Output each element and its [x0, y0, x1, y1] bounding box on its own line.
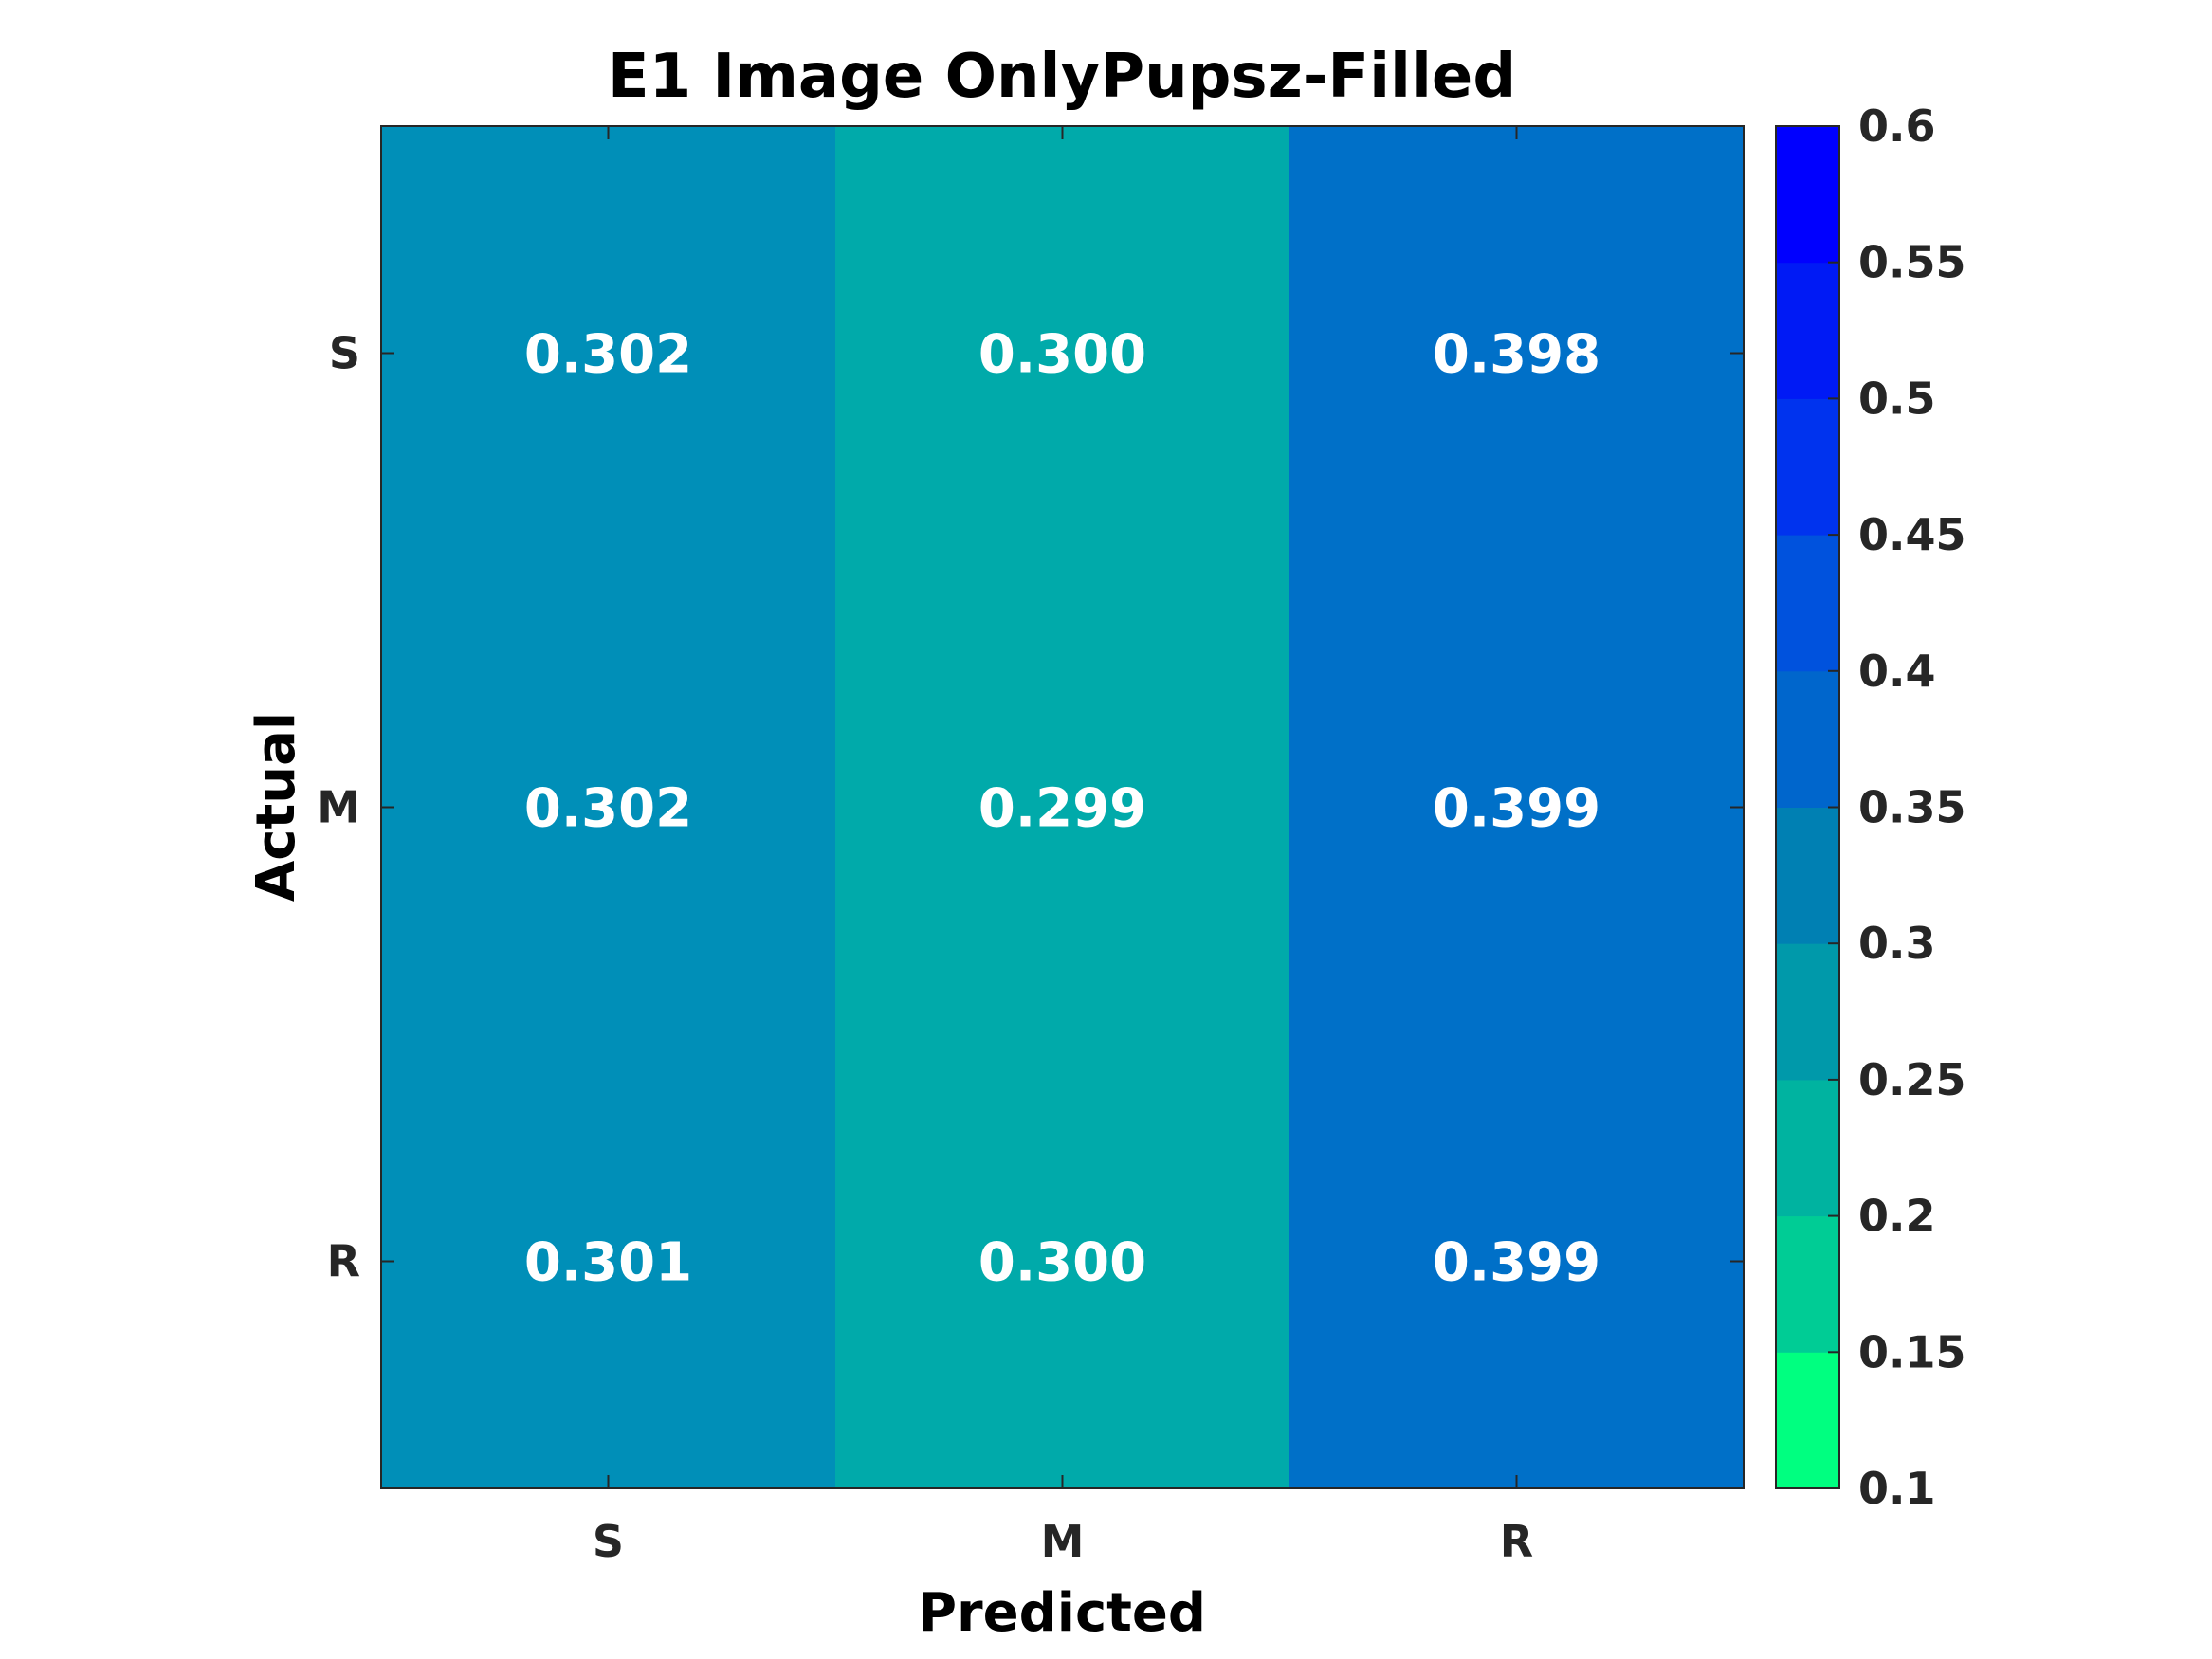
- heatmap-cell-s-m: [835, 126, 1290, 581]
- colorbar-tick-label: 0.6: [1858, 100, 1936, 152]
- x-tick-label: R: [1500, 1516, 1533, 1567]
- colorbar-segment: [1776, 535, 1839, 672]
- colorbar: [1776, 125, 1839, 1489]
- heatmap-cells: [381, 126, 1745, 1489]
- heatmap-cell-r-m: [835, 1034, 1290, 1489]
- heatmap-cell-m-m: [835, 580, 1290, 1035]
- heatmap-cell-s-s: [381, 126, 836, 581]
- cell-value-label: 0.302: [524, 778, 692, 840]
- colorbar-tick-label: 0.5: [1858, 373, 1936, 424]
- colorbar-tick-label: 0.15: [1858, 1326, 1966, 1377]
- colorbar-tick-label: 0.1: [1858, 1463, 1936, 1514]
- cell-value-label: 0.399: [1433, 778, 1600, 840]
- heatmap-cell-m-s: [381, 580, 836, 1035]
- colorbar-segment: [1776, 807, 1839, 944]
- colorbar-segment: [1776, 670, 1839, 808]
- colorbar-segment: [1776, 1352, 1839, 1489]
- heatmap-cell-r-s: [381, 1034, 836, 1489]
- heatmap-cell-m-r: [1289, 580, 1745, 1035]
- colorbar-tick-label: 0.45: [1858, 509, 1966, 560]
- y-tick-label: S: [329, 328, 360, 379]
- colorbar-tick-label: 0.2: [1858, 1191, 1936, 1242]
- colorbar-segment: [1776, 1079, 1839, 1217]
- x-axis-label: Predicted: [918, 1582, 1206, 1644]
- colorbar-tick-label: 0.35: [1858, 782, 1966, 833]
- y-axis-label: Actual: [246, 712, 307, 902]
- colorbar-segment: [1776, 398, 1839, 536]
- colorbar-tick-label: 0.3: [1858, 918, 1936, 969]
- colorbar-segment: [1776, 1215, 1839, 1353]
- colorbar-tick-label: 0.25: [1858, 1054, 1966, 1105]
- colorbar-tick-labels: 0.1 0.15 0.2 0.25 0.3 0.35 0.4 0.45 0.5 0.55 0.6: [1858, 100, 1966, 1514]
- y-tick-label: R: [327, 1236, 360, 1287]
- colorbar-frame: [1775, 125, 1840, 1489]
- colorbar-tick-label: 0.4: [1858, 646, 1936, 697]
- heatmap-value-labels: 0.302 0.300 0.398 0.302 0.299 0.399 0.301 0.300…: [524, 324, 1600, 1294]
- cell-value-label: 0.300: [978, 324, 1146, 386]
- cell-value-label: 0.299: [978, 778, 1146, 840]
- cell-value-label: 0.399: [1433, 1232, 1600, 1294]
- y-tick-labels: S M R: [317, 328, 360, 1287]
- chart-title: E1 Image OnlyPupsz-Filled: [608, 42, 1516, 112]
- cell-value-label: 0.300: [978, 1232, 1146, 1294]
- axis-ticks: [381, 126, 1744, 1488]
- heatmap-cell-s-r: [1289, 126, 1745, 581]
- colorbar-segment: [1776, 262, 1839, 399]
- x-tick-label: S: [593, 1516, 624, 1567]
- colorbar-segment: [1776, 126, 1839, 264]
- cell-value-label: 0.301: [524, 1232, 692, 1294]
- cell-value-label: 0.302: [524, 324, 692, 386]
- colorbar-segment: [1776, 943, 1839, 1081]
- heatmap-cell-r-r: [1289, 1034, 1745, 1489]
- colorbar-tick-label: 0.55: [1858, 237, 1966, 288]
- x-tick-label: M: [1041, 1516, 1085, 1567]
- cell-value-label: 0.398: [1433, 324, 1600, 386]
- y-tick-label: M: [317, 782, 360, 833]
